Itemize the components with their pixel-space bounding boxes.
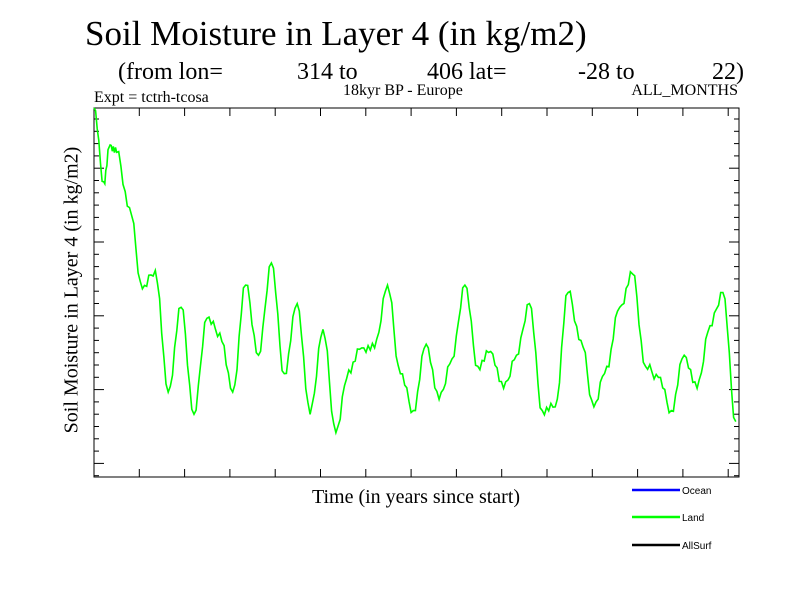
chart-title: Soil Moisture in Layer 4 (in kg/m2) [85, 14, 587, 53]
experiment-label: Expt = tctrh-tcosa [94, 89, 209, 106]
subtitle-lat-end: 22) [712, 59, 744, 85]
region-label: 18kyr BP - Europe [343, 82, 463, 99]
legend-label-ocean: Ocean [682, 486, 711, 497]
axis-ticks [93, 108, 739, 477]
series-line-land [93, 107, 737, 436]
subtitle-lat-label: 406 lat= [427, 59, 507, 85]
plot-frame [93, 107, 740, 478]
months-label: ALL_MONTHS [631, 82, 738, 99]
subtitle-lat-range: -28 to [578, 59, 635, 85]
x-axis-label: Time (in years since start) [311, 486, 521, 508]
legend-label-allsurf: AllSurf [682, 541, 712, 552]
subtitle-from-lon: (from lon= [118, 59, 223, 85]
legend: Ocean Land AllSurf [632, 486, 712, 552]
legend-label-land: Land [682, 513, 704, 524]
subtitle-lon-range: 314 to [297, 59, 358, 85]
